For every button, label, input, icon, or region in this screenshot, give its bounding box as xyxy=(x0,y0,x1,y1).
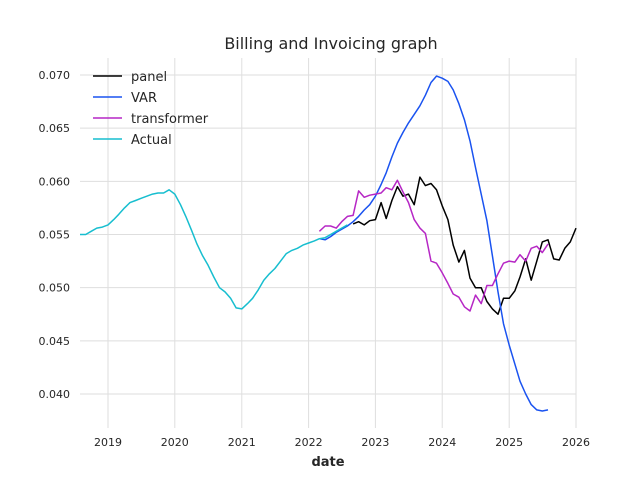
x-tick-label: 2021 xyxy=(228,436,256,449)
y-tick-label: 0.070 xyxy=(39,69,71,82)
y-tick-label: 0.065 xyxy=(39,122,71,135)
legend-label-actual: Actual xyxy=(131,133,172,148)
legend-label-panel: panel xyxy=(131,70,167,85)
x-tick-label: 2025 xyxy=(495,436,523,449)
grid-lines xyxy=(80,58,577,428)
series-line-actual xyxy=(80,189,348,310)
y-axis-ticks: 0.040 0.045 0.050 0.055 0.060 0.065 0.070 xyxy=(39,69,71,401)
legend-label-var: VAR xyxy=(131,91,157,106)
y-tick-label: 0.040 xyxy=(39,388,71,401)
x-axis-label: date xyxy=(311,455,344,470)
y-tick-label: 0.045 xyxy=(39,335,71,348)
chart-title: Billing and Invoicing graph xyxy=(224,34,437,53)
series-lines xyxy=(80,75,577,412)
y-tick-label: 0.055 xyxy=(39,228,71,241)
x-axis-ticks: 2019 2020 2021 2022 2023 2024 2025 2026 xyxy=(94,436,590,449)
series-line-transformer xyxy=(318,179,549,312)
x-tick-label: 2024 xyxy=(428,436,456,449)
series-line-var xyxy=(319,75,549,412)
legend: panel VAR transformer Actual xyxy=(93,70,209,148)
x-tick-label: 2022 xyxy=(295,436,323,449)
x-tick-label: 2026 xyxy=(562,436,590,449)
x-tick-label: 2019 xyxy=(94,436,122,449)
y-tick-label: 0.050 xyxy=(39,282,71,295)
x-tick-label: 2020 xyxy=(161,436,189,449)
x-tick-label: 2023 xyxy=(361,436,389,449)
series-line-panel xyxy=(352,176,577,315)
y-tick-label: 0.060 xyxy=(39,175,71,188)
legend-label-transformer: transformer xyxy=(131,112,209,127)
